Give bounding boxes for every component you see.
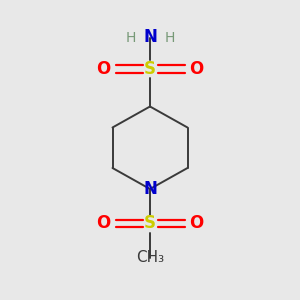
Text: O: O xyxy=(189,60,204,78)
Text: S: S xyxy=(144,60,156,78)
Text: N: N xyxy=(143,28,157,46)
Text: O: O xyxy=(189,214,204,232)
Text: S: S xyxy=(144,214,156,232)
Text: O: O xyxy=(96,60,111,78)
Text: O: O xyxy=(96,214,111,232)
Text: N: N xyxy=(143,180,157,198)
Text: CH₃: CH₃ xyxy=(136,250,164,266)
Text: H: H xyxy=(164,31,175,44)
Text: H: H xyxy=(125,31,136,44)
